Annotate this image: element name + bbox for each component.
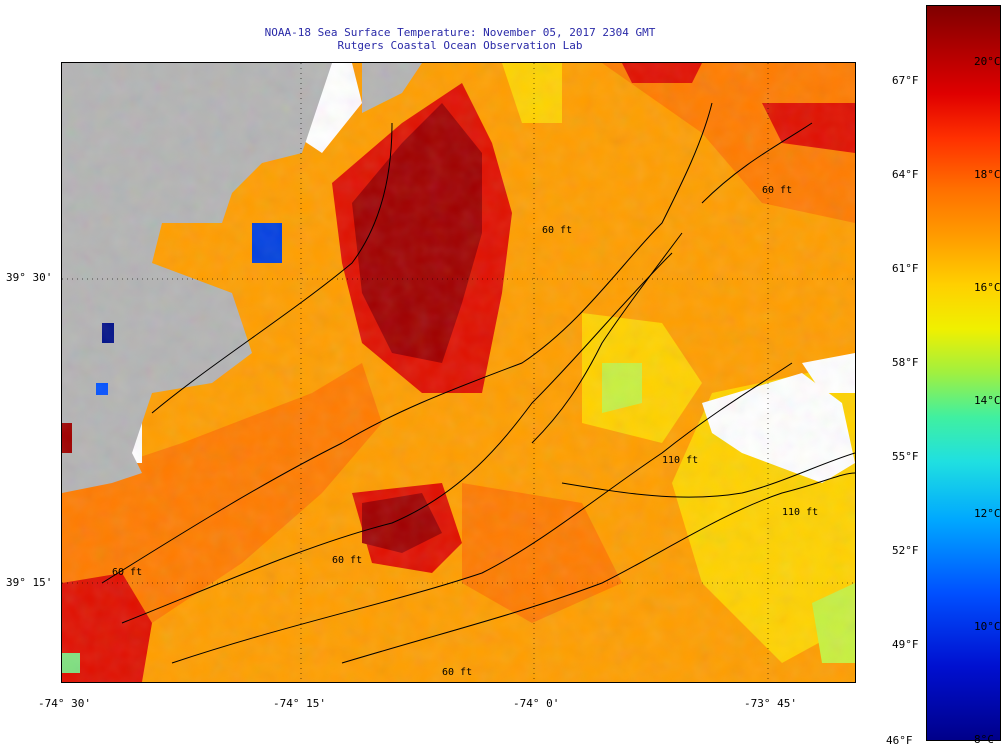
contour-label: 60 ft	[332, 555, 362, 566]
contour-label: 60 ft	[112, 567, 142, 578]
map-title: NOAA-18 Sea Surface Temperature: Novembe…	[264, 26, 656, 39]
colorbar-c-label: 16°C	[974, 281, 1001, 294]
colorbar-c-label: 8°C	[974, 733, 994, 746]
colorbar-c-label: 20°C	[974, 55, 1001, 68]
colorbar-c-label: 12°C	[974, 507, 1001, 520]
sst-map: 60 ft 60 ft 110 ft 110 ft 60 ft 60 ft 60…	[61, 62, 856, 683]
x-tick-label: -73° 45'	[744, 697, 797, 710]
bathymetry-contours	[101, 102, 855, 664]
contour-label: 110 ft	[782, 507, 818, 518]
colorbar-c-label: 18°C	[974, 168, 1001, 181]
colorbar-f-label: 67°F	[892, 74, 919, 87]
colorbar-f-label: 64°F	[892, 168, 919, 181]
contour-label: 110 ft	[662, 455, 698, 466]
y-tick-label: 39° 30'	[6, 271, 53, 284]
colorbar-f-label: 61°F	[892, 262, 919, 275]
map-subtitle: Rutgers Coastal Ocean Observation Lab	[337, 39, 583, 52]
colorbar-c-label: 14°C	[974, 394, 1001, 407]
contour-labels: 60 ft 60 ft 110 ft 110 ft 60 ft 60 ft 60…	[112, 185, 818, 678]
x-tick-label: -74° 30'	[38, 697, 91, 710]
contour-label: 60 ft	[762, 185, 792, 196]
graticule	[62, 63, 855, 682]
colorbar-f-label: 52°F	[892, 544, 919, 557]
colorbar-c-label: 10°C	[974, 620, 1001, 633]
x-tick-label: -74° 15'	[273, 697, 326, 710]
x-tick-label: -74° 0'	[513, 697, 560, 710]
temperature-colorbar	[926, 5, 1001, 741]
colorbar-f-label: 58°F	[892, 356, 919, 369]
colorbar-f-label: 46°F	[886, 734, 913, 747]
y-tick-label: 39° 15'	[6, 576, 53, 589]
colorbar-f-label: 49°F	[892, 638, 919, 651]
contour-label: 60 ft	[542, 225, 572, 236]
contour-label: 60 ft	[442, 667, 472, 678]
colorbar-f-label: 55°F	[892, 450, 919, 463]
